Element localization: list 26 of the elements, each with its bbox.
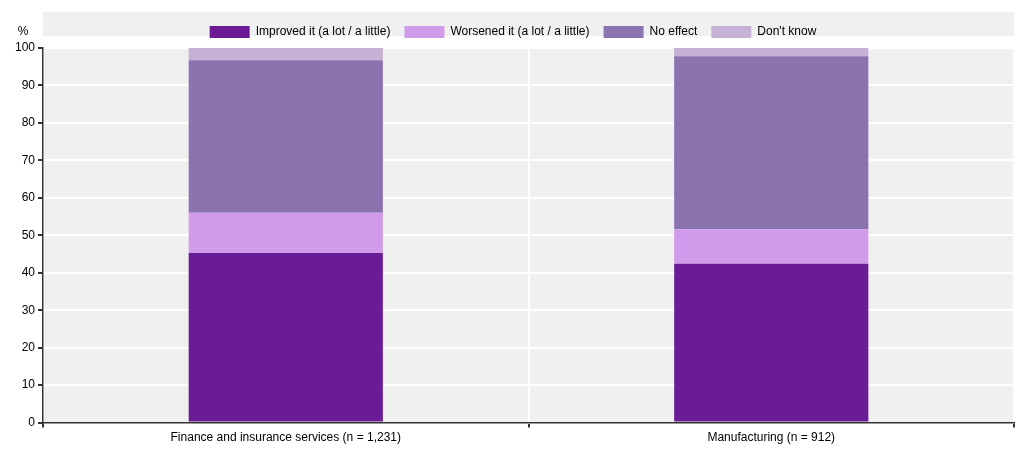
- bar: [188, 252, 383, 422]
- y-tick-label: 100: [14, 40, 36, 55]
- legend-label: No effect: [649, 24, 699, 39]
- legend-label: Improved it (a lot / a little): [255, 24, 391, 39]
- y-tick-label: 0: [28, 414, 36, 429]
- y-tick-label: 20: [21, 339, 36, 354]
- y-tick-label: 90: [21, 77, 36, 92]
- y-tick-label: 80: [21, 115, 36, 130]
- legend-label: Worsened it (a lot / a little): [450, 24, 590, 39]
- bar: [188, 48, 383, 61]
- x-tick-label: Manufacturing (n = 912): [707, 430, 836, 445]
- x-tick-label: Finance and insurance services (n = 1,231): [170, 430, 401, 445]
- bar: [188, 212, 383, 253]
- bar: [674, 56, 869, 230]
- bar: [674, 48, 869, 57]
- legend-label: Don't know: [757, 24, 817, 39]
- y-tick-label: 60: [21, 190, 36, 205]
- y-axis-title: %: [17, 24, 29, 39]
- y-tick-label: 10: [21, 377, 36, 392]
- y-tick-label: 50: [21, 227, 36, 242]
- bar: [674, 229, 869, 264]
- y-tick-label: 40: [21, 265, 36, 280]
- bar: [188, 60, 383, 213]
- y-tick-label: 30: [21, 302, 36, 317]
- y-tick-label: 70: [21, 152, 36, 167]
- bar: [674, 263, 869, 422]
